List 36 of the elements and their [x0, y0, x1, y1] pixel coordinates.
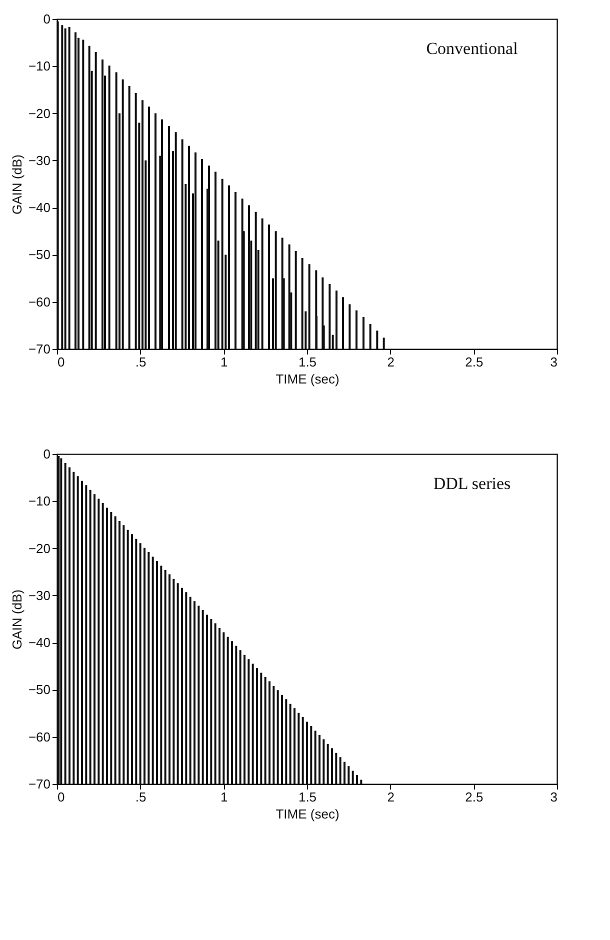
x-tick-label: 2	[387, 354, 394, 370]
x-tick-label: 1	[220, 354, 228, 370]
x-tick-label: .5	[135, 354, 146, 370]
y-tick-label: −50	[28, 247, 50, 262]
y-axis-title: GAIN (dB)	[9, 154, 24, 214]
x-tick-label: 1.5	[298, 790, 317, 804]
x-tick-label: 2.5	[465, 790, 484, 804]
y-axis-title: GAIN (dB)	[9, 590, 24, 650]
x-tick-label: 2.5	[465, 354, 484, 370]
x-tick-label: 1.5	[298, 354, 317, 370]
annotation: DDL series	[433, 474, 511, 493]
x-tick-label: 1	[220, 790, 228, 804]
annotation: Conventional	[426, 39, 518, 58]
x-tick-label: .5	[135, 790, 146, 804]
x-tick-label: 0	[58, 790, 65, 804]
y-tick-label: −10	[28, 494, 50, 509]
y-tick-label: −60	[28, 294, 50, 310]
x-tick-label: 0	[58, 354, 65, 370]
y-tick-label: −20	[28, 540, 50, 556]
y-tick-label: −30	[28, 152, 50, 168]
y-tick-label: −50	[28, 682, 50, 698]
y-tick-label: −40	[28, 635, 50, 650]
y-tick-label: 0	[43, 446, 50, 462]
y-tick-label: −70	[28, 342, 50, 356]
x-axis-title: TIME (sec)	[276, 372, 340, 386]
y-tick-label: −10	[28, 58, 50, 74]
x-tick-label: 3	[550, 790, 558, 804]
y-tick-label: −20	[28, 106, 50, 121]
y-tick-label: −40	[28, 200, 50, 216]
x-tick-label: 2	[387, 790, 394, 804]
x-axis-title: TIME (sec)	[276, 806, 340, 822]
y-tick-label: −60	[28, 729, 50, 744]
y-tick-label: −30	[28, 588, 50, 603]
y-tick-label: −70	[28, 776, 50, 792]
y-tick-label: 0	[43, 12, 50, 26]
x-tick-label: 3	[550, 354, 558, 370]
